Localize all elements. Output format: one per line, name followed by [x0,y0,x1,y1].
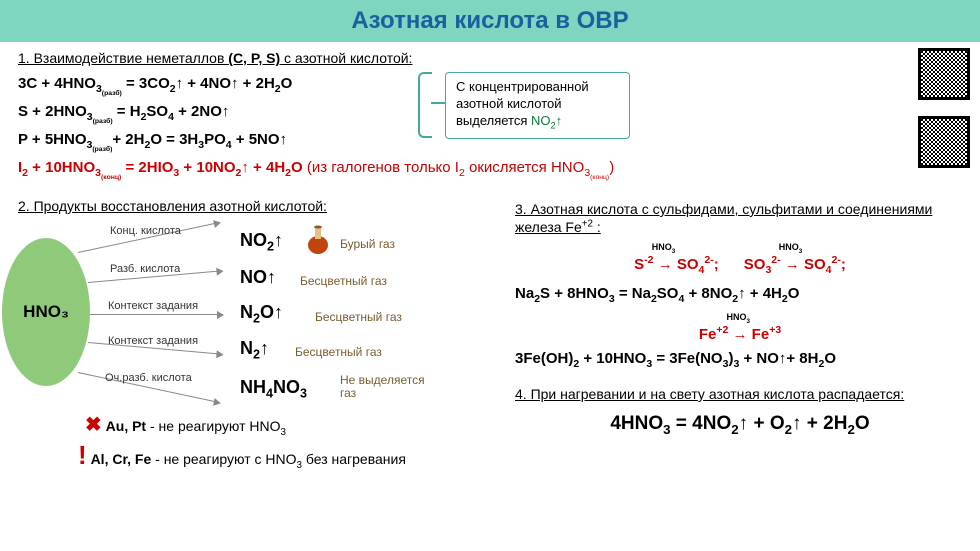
hno3-label: HNO₃ [23,302,69,322]
cross-icon: ✖ [85,414,102,436]
alcrfe-metals: Al, Cr, Fe [91,451,152,467]
prod-1: NO2↑ [240,230,283,254]
cond-2: Разб. кислота [110,263,180,275]
sec4-title: 4. При нагревании и на свету азотная кис… [515,385,965,403]
sec4-eq: 4HNO3 = 4NO2↑ + O2↑ + 2H2O [515,409,965,440]
cond-3: Контекст задания [108,300,198,312]
excl-icon: ! [78,440,87,470]
desc-3: Бесцветный газ [315,310,402,324]
cond-4: Контекст задания [108,335,198,347]
desc-5: Не выделяетсягаз [340,374,425,400]
qr-code-1 [918,48,970,100]
sec3-transforms: S-2 HNO3→ SO42-; SO32- HNO3→ SO42-; [515,254,965,276]
note-box: С концентрированной азотной кислотой выд… [445,72,630,139]
aupt-line: ✖ Au, Pt - не реагируют HNO3 [85,412,286,438]
prod-2: NO↑ [240,267,276,288]
sec3-eq2: 3Fe(OH)2 + 10HNO3 = 3Fe(NO3)3 + NO↑+ 8H2… [515,347,965,373]
aupt-metals: Au, Pt [106,418,146,434]
cond-5: Оч.разб. кислота [105,372,192,384]
page-header: Азотная кислота в ОВР [0,0,980,42]
desc-4: Бесцветный газ [295,345,382,359]
flask-icon [305,225,331,255]
note-l3: выделяется [456,113,531,128]
sec1-title: 1. Взаимодействие неметаллов (C, P, S) с… [18,50,962,66]
note-no2: NO2↑ [531,113,562,128]
t1a: S-2 HNO3→ SO42-; [634,256,719,273]
hno3-ellipse: HNO₃ [2,238,90,386]
note-l2: азотной кислотой [456,96,562,111]
right-column: 3. Азотная кислота с сульфидами, сульфит… [515,200,965,440]
desc-2: Бесцветный газ [300,274,387,288]
content-area: 1. Взаимодействие неметаллов (C, P, S) с… [0,42,980,228]
t1b: SO32- HNO3→ SO42-; [744,256,846,273]
alcrfe-line: ! Al, Cr, Fe - не реагируют с HNO3 без н… [78,440,406,471]
arrow-3 [90,314,223,315]
prod-4: N2↑ [240,338,269,362]
desc-1: Бурый газ [340,237,395,251]
bracket-icon [418,72,432,138]
prod-3: N2O↑ [240,302,283,326]
qr-code-2 [918,116,970,168]
page-title: Азотная кислота в ОВР [351,7,628,35]
bracket-stem [431,102,445,104]
sec3-title: 3. Азотная кислота с сульфидами, сульфит… [515,200,965,236]
prod-5: NH4NO3 [240,377,307,401]
aupt-text: - не реагируют HNO3 [146,418,286,434]
note-l1: С концентрированной [456,79,589,94]
sec3-eq1: Na2S + 8HNO3 = Na2SO4 + 8NO2↑ + 4H2O [515,282,965,308]
alcrfe-text: - не реагируют с HNO3 без нагревания [151,451,406,467]
sec3-fe: Fe+2 HNO3→ Fe+3 [515,324,965,343]
cond-1: Конц. кислота [110,225,181,237]
sec1-eq4: I2 + 10HNO3(конц) = 2HIO3 + 10NO2↑ + 4H2… [18,156,962,184]
